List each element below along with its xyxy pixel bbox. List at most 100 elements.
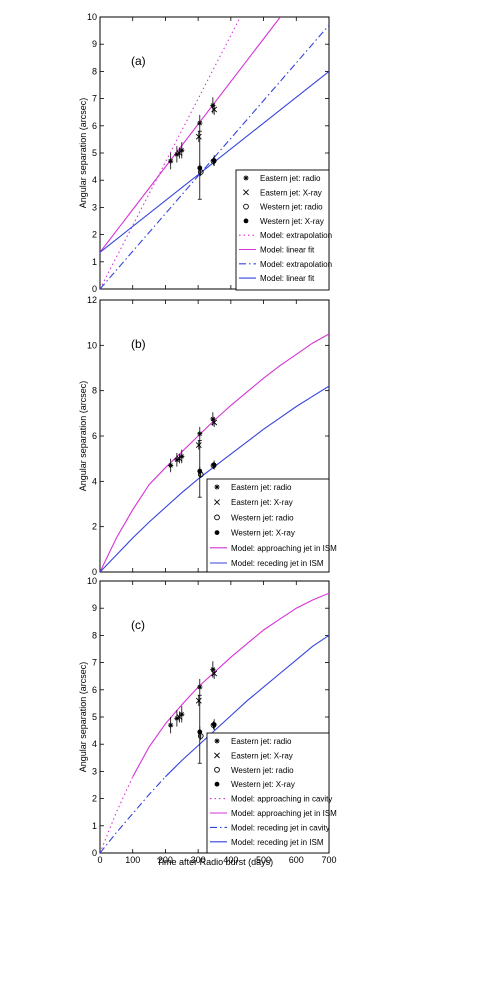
y-tick-label: 4 bbox=[92, 476, 97, 486]
legend: Eastern jet: radio Eastern jet: X-ray West… bbox=[235, 169, 332, 291]
data-point bbox=[211, 158, 217, 164]
y-axis-label: Angular separation (arcsec) bbox=[78, 381, 88, 492]
x-axis-label: Time after Radio burst (days) bbox=[157, 857, 273, 867]
legend-marker bbox=[214, 766, 220, 773]
legend-label: Model: approaching in cavity bbox=[231, 795, 332, 804]
legend-label: Model: receding jet in cavity bbox=[231, 823, 330, 832]
data-point bbox=[176, 455, 183, 462]
data-point bbox=[197, 729, 203, 735]
data-point bbox=[197, 684, 202, 690]
legend-marker bbox=[214, 738, 220, 744]
y-tick-label: 12 bbox=[87, 295, 97, 305]
x-tick-label: 600 bbox=[289, 855, 304, 865]
y-tick-label: 5 bbox=[92, 712, 97, 722]
x-tick-label: 300 bbox=[191, 855, 206, 865]
series-line bbox=[100, 17, 281, 253]
y-tick-label: 10 bbox=[87, 576, 97, 586]
legend-box bbox=[206, 478, 330, 573]
y-tick-label: 3 bbox=[92, 766, 97, 776]
y-tick-label: 10 bbox=[87, 340, 97, 350]
legend-label: Western jet: X-ray bbox=[231, 529, 295, 538]
data-point bbox=[195, 133, 202, 140]
data-point bbox=[211, 670, 218, 677]
legend-label: Model: linear fit bbox=[260, 274, 315, 283]
legend-label: Eastern jet: X-ray bbox=[231, 751, 293, 760]
x-tick-label: 500 bbox=[256, 855, 271, 865]
series-line bbox=[100, 776, 134, 853]
y-tick-label: 4 bbox=[92, 739, 97, 749]
legend-label: Model: extrapolation bbox=[260, 231, 332, 240]
legend-marker bbox=[214, 781, 220, 787]
legend-marker bbox=[243, 189, 249, 196]
y-tick-label: 4 bbox=[92, 175, 97, 185]
x-tick-label: 0 bbox=[97, 855, 102, 865]
data-point bbox=[211, 106, 218, 113]
x-tick-label: 400 bbox=[223, 855, 238, 865]
legend-marker bbox=[214, 484, 220, 490]
data-point bbox=[211, 462, 217, 468]
y-tick-label: 7 bbox=[92, 658, 97, 668]
y-tick-label: 1 bbox=[92, 821, 97, 831]
legend-marker bbox=[214, 530, 220, 535]
panel-label: (a) bbox=[131, 54, 146, 68]
legend-label: Eastern jet: X-ray bbox=[260, 188, 322, 197]
y-tick-label: 1 bbox=[92, 257, 97, 267]
legend-label: Model: receding jet in ISM bbox=[231, 838, 324, 847]
legend-label: Eastern jet: radio bbox=[231, 737, 292, 746]
data-point bbox=[211, 722, 217, 728]
x-tick-label: 100 bbox=[125, 855, 140, 865]
legend-label: Model: extrapolation bbox=[260, 260, 332, 269]
series-line bbox=[100, 776, 166, 853]
legend: Eastern jet: radio Eastern jet: X-ray West… bbox=[206, 732, 337, 854]
legend-marker bbox=[214, 752, 220, 759]
data-point bbox=[176, 714, 183, 720]
y-tick-label: 8 bbox=[92, 386, 97, 396]
legend-marker bbox=[243, 175, 249, 181]
legend-label: Model: receding jet in ISM bbox=[231, 559, 324, 568]
series-line bbox=[132, 592, 329, 778]
chart-panel-1: 0 1 2 3 4 5 6 7 8 9 10 Angular separation (arcsec) (… bbox=[78, 12, 332, 294]
data-point bbox=[174, 716, 180, 721]
y-tick-label: 5 bbox=[92, 148, 97, 158]
data-point bbox=[195, 697, 202, 704]
y-tick-label: 8 bbox=[92, 630, 97, 640]
y-tick-label: 2 bbox=[92, 522, 97, 532]
data-point bbox=[197, 120, 202, 126]
y-tick-label: 6 bbox=[92, 431, 97, 441]
legend-label: Model: approaching jet in ISM bbox=[231, 544, 337, 553]
y-tick-label: 3 bbox=[92, 202, 97, 212]
legend-label: Model: linear fit bbox=[260, 246, 315, 255]
legend-marker bbox=[214, 499, 220, 506]
legend-label: Western jet: X-ray bbox=[231, 780, 295, 789]
y-tick-label: 6 bbox=[92, 685, 97, 695]
panel-label: (c) bbox=[131, 618, 145, 632]
series-line bbox=[100, 17, 241, 289]
data-point bbox=[168, 159, 173, 164]
legend-label: Eastern jet: radio bbox=[231, 483, 292, 492]
y-axis-label: Angular separation (arcsec) bbox=[78, 98, 88, 209]
legend-label: Eastern jet: radio bbox=[260, 174, 321, 183]
y-tick-label: 7 bbox=[92, 94, 97, 104]
legend-label: Western jet: radio bbox=[231, 513, 294, 522]
legend-marker bbox=[243, 203, 249, 210]
data-point bbox=[197, 468, 203, 474]
data-point bbox=[197, 431, 202, 436]
y-tick-label: 6 bbox=[92, 121, 97, 131]
data-point bbox=[168, 723, 173, 728]
y-tick-label: 0 bbox=[92, 284, 97, 294]
y-tick-label: 0 bbox=[92, 567, 97, 577]
y-axis-label: Angular separation (arcsec) bbox=[78, 662, 88, 773]
y-tick-label: 2 bbox=[92, 794, 97, 804]
panel-label: (b) bbox=[131, 337, 146, 351]
data-point bbox=[197, 165, 203, 171]
legend-marker bbox=[214, 514, 220, 521]
legend-box bbox=[206, 732, 330, 854]
y-tick-label: 0 bbox=[92, 848, 97, 858]
data-point bbox=[211, 419, 218, 426]
legend-label: Model: approaching jet in ISM bbox=[231, 809, 337, 818]
data-point bbox=[174, 152, 180, 157]
data-point bbox=[174, 457, 180, 462]
y-tick-label: 9 bbox=[92, 39, 97, 49]
